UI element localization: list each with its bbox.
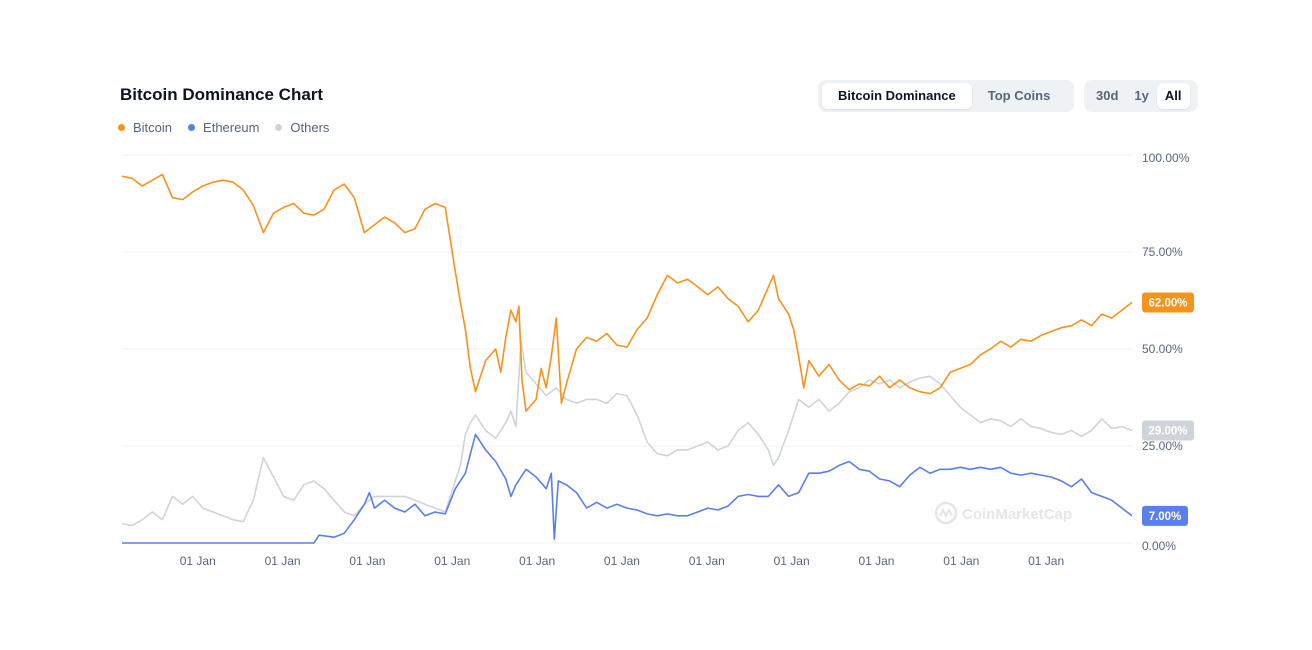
badge-label-others: 29.00% <box>1148 425 1187 437</box>
last-value-badges: 62.00% 7.00% 29.00% <box>1142 292 1194 526</box>
x-tick-label: 01 Jan <box>604 554 640 568</box>
x-tick-label: 01 Jan <box>943 554 979 568</box>
top-coins-tab[interactable]: Top Coins <box>987 88 1051 103</box>
legend-dot-ethereum <box>188 124 196 131</box>
chart-series <box>121 173 1133 544</box>
y-tick-label: 100.00% <box>1142 151 1190 165</box>
legend-dot-others <box>275 124 283 131</box>
badge-ethereum <box>1142 505 1188 526</box>
y-tick-label: 25.00% <box>1142 439 1183 453</box>
legend-label-bitcoin: Bitcoin <box>133 120 173 135</box>
x-tick-label: 01 Jan <box>1028 554 1064 568</box>
watermark: CoinMarketCap <box>934 501 1072 525</box>
y-tick-label: 75.00% <box>1142 245 1183 259</box>
bitcoin-dominance-tab[interactable]: Bitcoin Dominance <box>822 83 972 109</box>
badge-others <box>1142 420 1194 441</box>
legend-label-others: Others <box>290 120 330 135</box>
y-tick-label: 50.00% <box>1142 342 1183 356</box>
y-axis: 0.00% 25.00% 50.00% 75.00% 100.00% <box>1142 151 1190 553</box>
legend-label-ethereum: Ethereum <box>203 120 260 135</box>
badge-label-bitcoin: 62.00% <box>1148 297 1187 309</box>
x-tick-label: 01 Jan <box>434 554 470 568</box>
x-tick-label: 01 Jan <box>519 554 555 568</box>
x-tick-label: 01 Jan <box>774 554 810 568</box>
range-1y-button[interactable]: 1y <box>1134 88 1149 103</box>
x-tick-label: 01 Jan <box>858 554 894 568</box>
legend-item-bitcoin[interactable]: Bitcoin <box>118 120 172 135</box>
series-line-others <box>121 340 1133 527</box>
coinmarketcap-logo-mark <box>939 507 953 519</box>
watermark-text: CoinMarketCap <box>962 506 1072 523</box>
series-line-bitcoin <box>121 173 1133 412</box>
range-30d-button[interactable]: 30d <box>1096 88 1119 103</box>
chart-grid <box>122 154 1132 544</box>
badge-label-ethereum: 7.00% <box>1149 511 1182 523</box>
range-all-button[interactable]: All <box>1156 83 1190 109</box>
badge-bitcoin <box>1142 292 1194 313</box>
series-line-ethereum <box>122 433 1133 544</box>
chart-legend: Bitcoin Ethereum Others <box>118 120 329 135</box>
range-selector: 30d 1y All <box>1084 80 1198 112</box>
chart-title: Bitcoin Dominance Chart <box>120 85 324 104</box>
x-tick-label: 01 Jan <box>349 554 385 568</box>
x-tick-label: 01 Jan <box>265 554 301 568</box>
y-tick-label: 0.00% <box>1142 539 1176 553</box>
legend-item-others[interactable]: Others <box>275 120 329 135</box>
legend-dot-bitcoin <box>118 124 125 131</box>
x-tick-label: 01 Jan <box>689 554 725 568</box>
x-tick-label: 01 Jan <box>180 554 216 568</box>
legend-item-ethereum[interactable]: Ethereum <box>188 120 259 135</box>
x-axis: 01 Jan 01 Jan 01 Jan 01 Jan 01 Jan 01 Jan 01 J… <box>180 554 1064 568</box>
coinmarketcap-logo-icon <box>934 501 958 525</box>
view-toggle: Bitcoin Dominance Top Coins <box>818 80 1074 112</box>
